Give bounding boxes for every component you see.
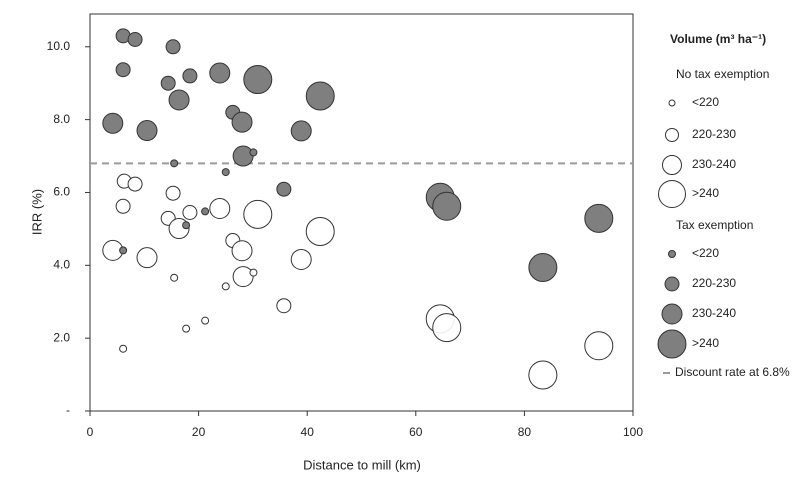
bubble [290, 248, 312, 270]
bubble [528, 360, 558, 390]
bubble [160, 75, 176, 91]
legend-group-title: No tax exemption [676, 67, 769, 81]
bubble [231, 111, 253, 133]
bubble [243, 199, 273, 229]
legend-label: <220 [692, 95, 719, 109]
bubble [170, 273, 179, 282]
legend-label: 230-240 [692, 157, 736, 171]
x-tick-label: 60 [409, 425, 423, 439]
legend-label: >240 [692, 186, 719, 200]
x-tick-label: 40 [301, 425, 315, 439]
bubble [127, 176, 143, 192]
bubble [136, 120, 158, 142]
bubble [165, 39, 181, 55]
bubble [584, 331, 614, 361]
bubble [182, 221, 191, 230]
legend-title: Volume (m³ ha⁻¹) [670, 32, 766, 46]
x-tick-label: 80 [518, 425, 532, 439]
bubble [528, 252, 558, 282]
bubble [290, 120, 312, 142]
legend-symbol [662, 155, 682, 175]
bubble [209, 197, 231, 219]
bubble [209, 62, 231, 84]
legend-symbol [668, 250, 676, 258]
bubble [249, 148, 258, 157]
bubble [221, 168, 230, 177]
bubble [115, 198, 131, 214]
bubble [276, 181, 292, 197]
bubble [170, 159, 179, 168]
bubble [136, 247, 158, 269]
legend-symbol [668, 99, 676, 107]
bubble [221, 282, 230, 291]
bubble [243, 65, 273, 95]
y-tick-label: 10.0 [47, 39, 71, 53]
x-tick-label: 0 [87, 425, 94, 439]
bubble [231, 240, 253, 262]
legend-label: 220-230 [692, 276, 736, 290]
bubble [182, 68, 198, 84]
legend-group-title: Tax exemption [676, 218, 753, 232]
y-tick-label: 6.0 [53, 185, 70, 199]
bubble [249, 268, 258, 277]
legend-label: 230-240 [692, 306, 736, 320]
bubble [168, 89, 190, 111]
bubble [182, 205, 198, 220]
legend-symbol [665, 128, 679, 142]
bubble [119, 246, 128, 255]
legend-label: Discount rate at 6.8% [675, 365, 790, 379]
bubble [305, 81, 335, 111]
bubble [432, 313, 462, 343]
y-tick-label: 2.0 [53, 330, 70, 344]
x-axis-title: Distance to mill (km) [303, 457, 421, 472]
bubble [182, 324, 191, 333]
legend-symbol [658, 180, 686, 208]
bubble [201, 207, 210, 216]
bubble [201, 316, 210, 325]
bubble [232, 266, 254, 288]
plot-frame [89, 13, 634, 412]
bubble [584, 203, 614, 233]
bubble [305, 216, 335, 246]
bubble [276, 298, 292, 314]
legend-label: >240 [692, 336, 719, 350]
legend-label: <220 [692, 246, 719, 260]
legend-symbol [657, 329, 687, 359]
y-axis-title: IRR (%) [29, 189, 44, 235]
legend-symbol [664, 276, 680, 292]
bubble [165, 185, 181, 201]
y-tick-label: 8.0 [53, 112, 70, 126]
bubble [127, 31, 143, 47]
bubble [102, 112, 124, 134]
x-tick-label: 20 [192, 425, 206, 439]
y-tick-label: 4.0 [53, 257, 70, 271]
y-tick-label: - [66, 403, 70, 417]
legend-label: 220-230 [692, 127, 736, 141]
legend-symbol [661, 303, 683, 325]
bubble [115, 62, 131, 78]
bubble [432, 191, 462, 221]
bubble [119, 344, 128, 353]
x-tick-label: 100 [623, 425, 643, 439]
bubble [232, 145, 254, 167]
